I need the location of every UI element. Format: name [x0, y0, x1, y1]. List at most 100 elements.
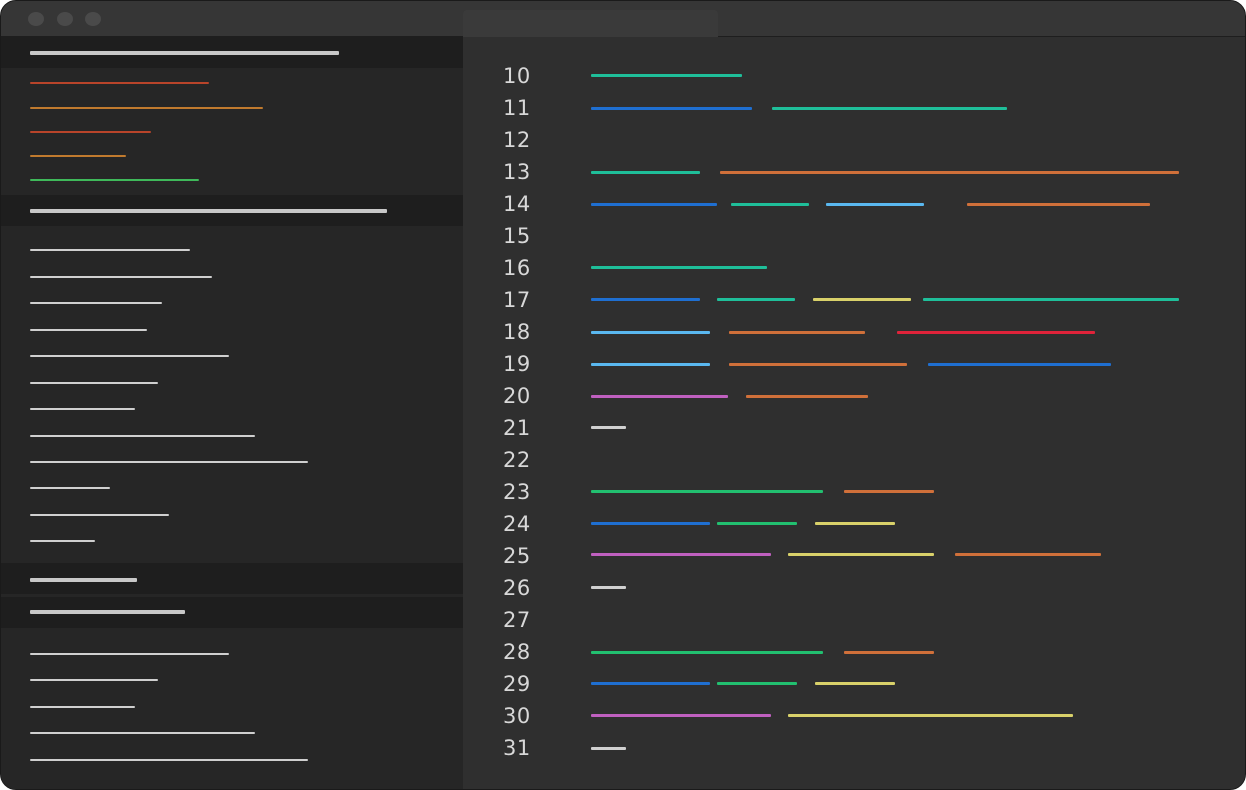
- code-token: [813, 298, 911, 301]
- line-number: 12: [503, 128, 531, 152]
- sidebar-section-header[interactable]: [1, 597, 463, 628]
- code-token: [731, 203, 809, 206]
- sidebar-item[interactable]: [30, 179, 199, 181]
- code-token: [717, 682, 797, 685]
- code-token: [923, 298, 1179, 301]
- line-number: 28: [503, 640, 531, 664]
- code-editor[interactable]: 10 11 12 13 14 15 16 17 18 19 20 21 22 2…: [463, 37, 1245, 789]
- code-token: [772, 107, 1007, 110]
- code-token: [591, 298, 700, 301]
- section-header-placeholder: [30, 209, 387, 213]
- code-token: [591, 490, 823, 493]
- minimize-window-button[interactable]: [57, 12, 73, 26]
- code-token: [591, 586, 626, 589]
- code-token: [591, 747, 626, 750]
- code-token: [591, 553, 771, 556]
- line-number: 10: [503, 64, 531, 88]
- line-number: 17: [503, 288, 531, 312]
- sidebar-item[interactable]: [30, 249, 190, 251]
- section-header-placeholder: [30, 51, 339, 55]
- line-number: 14: [503, 192, 531, 216]
- code-token: [591, 395, 728, 398]
- line-number: 26: [503, 576, 531, 600]
- sidebar-item[interactable]: [30, 461, 308, 463]
- sidebar-item[interactable]: [30, 653, 229, 655]
- line-number: 27: [503, 608, 531, 632]
- code-token: [826, 203, 924, 206]
- line-number: 30: [503, 704, 531, 728]
- line-number: 23: [503, 480, 531, 504]
- sidebar-section-header[interactable]: [1, 37, 463, 68]
- code-token: [591, 203, 717, 206]
- code-token: [897, 331, 1095, 334]
- code-token: [717, 298, 795, 301]
- code-token: [591, 266, 767, 269]
- code-token: [591, 682, 710, 685]
- code-token: [955, 553, 1101, 556]
- sidebar-item[interactable]: [30, 329, 147, 331]
- code-token: [717, 522, 797, 525]
- sidebar-item[interactable]: [30, 540, 95, 542]
- line-number: 11: [503, 96, 531, 120]
- code-token: [591, 426, 626, 429]
- code-token: [591, 522, 710, 525]
- code-token: [844, 490, 934, 493]
- sidebar-item[interactable]: [30, 107, 263, 109]
- sidebar-item[interactable]: [30, 382, 158, 384]
- title-bar: [1, 1, 1245, 37]
- code-token: [788, 714, 1073, 717]
- sidebar-item[interactable]: [30, 276, 212, 278]
- code-token: [729, 363, 907, 366]
- sidebar-item[interactable]: [30, 408, 135, 410]
- line-number: 21: [503, 416, 531, 440]
- sidebar: [1, 37, 463, 789]
- code-token: [591, 171, 700, 174]
- section-header-placeholder: [30, 578, 137, 582]
- sidebar-item[interactable]: [30, 732, 255, 734]
- sidebar-item[interactable]: [30, 679, 158, 681]
- code-token: [815, 682, 895, 685]
- sidebar-item[interactable]: [30, 487, 110, 489]
- sidebar-item[interactable]: [30, 435, 255, 437]
- sidebar-section-header[interactable]: [1, 563, 463, 594]
- code-token: [591, 651, 823, 654]
- code-token: [844, 651, 934, 654]
- line-number: 15: [503, 224, 531, 248]
- code-token: [591, 331, 710, 334]
- sidebar-item[interactable]: [30, 82, 209, 84]
- line-number: 16: [503, 256, 531, 280]
- sidebar-item[interactable]: [30, 155, 126, 157]
- code-token: [591, 74, 742, 77]
- code-token: [729, 331, 865, 334]
- code-token: [746, 395, 868, 398]
- line-number: 29: [503, 672, 531, 696]
- sidebar-item[interactable]: [30, 302, 162, 304]
- code-token: [591, 107, 752, 110]
- code-token: [967, 203, 1150, 206]
- code-token: [928, 363, 1111, 366]
- line-number: 25: [503, 544, 531, 568]
- section-header-placeholder: [30, 610, 185, 614]
- line-number: 20: [503, 384, 531, 408]
- code-token: [591, 714, 771, 717]
- sidebar-item[interactable]: [30, 131, 151, 133]
- code-token: [815, 522, 895, 525]
- close-window-button[interactable]: [28, 12, 44, 26]
- line-number: 24: [503, 512, 531, 536]
- editor-tab[interactable]: [463, 10, 718, 37]
- line-number: 19: [503, 352, 531, 376]
- sidebar-section-header[interactable]: [1, 195, 463, 226]
- code-token: [720, 171, 1179, 174]
- line-number: 31: [503, 736, 531, 760]
- sidebar-item[interactable]: [30, 706, 135, 708]
- line-number: 13: [503, 160, 531, 184]
- line-number: 22: [503, 448, 531, 472]
- sidebar-item[interactable]: [30, 759, 308, 761]
- line-number: 18: [503, 320, 531, 344]
- code-token: [788, 553, 934, 556]
- sidebar-item[interactable]: [30, 514, 169, 516]
- sidebar-item[interactable]: [30, 355, 229, 357]
- code-token: [591, 363, 710, 366]
- maximize-window-button[interactable]: [85, 12, 101, 26]
